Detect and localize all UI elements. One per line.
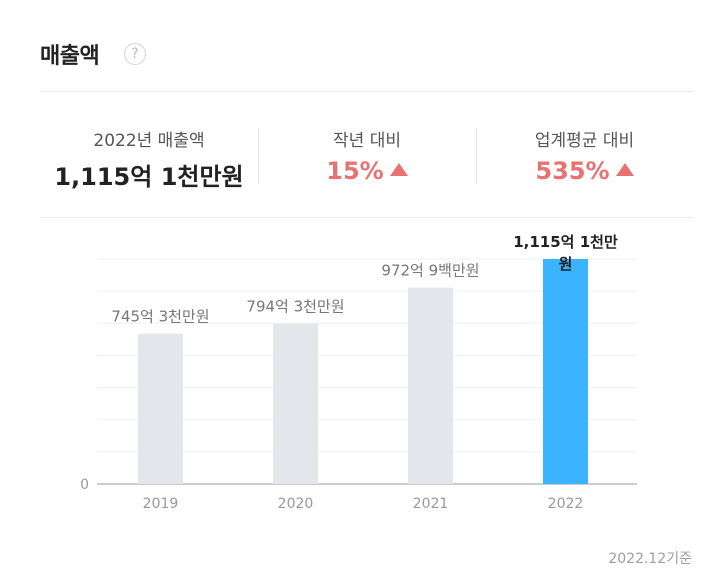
revenue-value: 1,115억 1천만원 bbox=[54, 163, 244, 191]
triangle-up-icon bbox=[615, 163, 634, 176]
x-tick-label: 2022 bbox=[548, 496, 584, 512]
yoy-value-wrap: 15% bbox=[258, 157, 476, 185]
bar bbox=[273, 323, 318, 484]
divider-top bbox=[40, 91, 693, 92]
industry-value: 535% bbox=[535, 157, 610, 185]
summary-row: 2022년 매출액 1,115억 1천만원 작년 대비 15% 업계평균 대비 … bbox=[40, 126, 693, 191]
revenue-bar-chart: 0 2019 745억 3천만원 2020 794억 3천만원 2021 972억 9백만원… bbox=[80, 233, 637, 512]
summary-industry: 업계평균 대비 535% bbox=[476, 126, 693, 186]
bar bbox=[408, 287, 453, 484]
yoy-value: 15% bbox=[326, 157, 384, 185]
y-tick-label: 0 bbox=[80, 477, 89, 493]
summary-yoy: 작년 대비 15% bbox=[258, 126, 476, 186]
industry-value-wrap: 535% bbox=[476, 157, 693, 185]
footnote: 2022.12기준 bbox=[608, 551, 692, 567]
divider-mid bbox=[40, 217, 693, 218]
data-label: 745억 3천만원 bbox=[111, 308, 209, 326]
data-label: 794억 3천만원 bbox=[246, 298, 344, 316]
summary-revenue: 2022년 매출액 1,115억 1천만원 bbox=[40, 126, 258, 191]
summary-separator bbox=[476, 128, 477, 184]
triangle-up-icon bbox=[389, 163, 408, 176]
yoy-label: 작년 대비 bbox=[333, 131, 401, 151]
bar bbox=[138, 333, 183, 484]
help-icon[interactable]: ? bbox=[124, 43, 146, 65]
x-tick-label: 2019 bbox=[143, 496, 179, 512]
industry-label: 업계평균 대비 bbox=[534, 131, 635, 151]
summary-separator bbox=[258, 128, 259, 184]
revenue-label: 2022년 매출액 bbox=[93, 131, 205, 151]
section-title: 매출액 bbox=[40, 44, 100, 69]
bar-highlight bbox=[543, 259, 588, 484]
x-tick-label: 2020 bbox=[278, 496, 314, 512]
data-label: 1,115억 1천만 원 bbox=[513, 233, 618, 273]
x-tick-label: 2021 bbox=[413, 496, 449, 512]
data-label: 972억 9백만원 bbox=[381, 262, 479, 280]
